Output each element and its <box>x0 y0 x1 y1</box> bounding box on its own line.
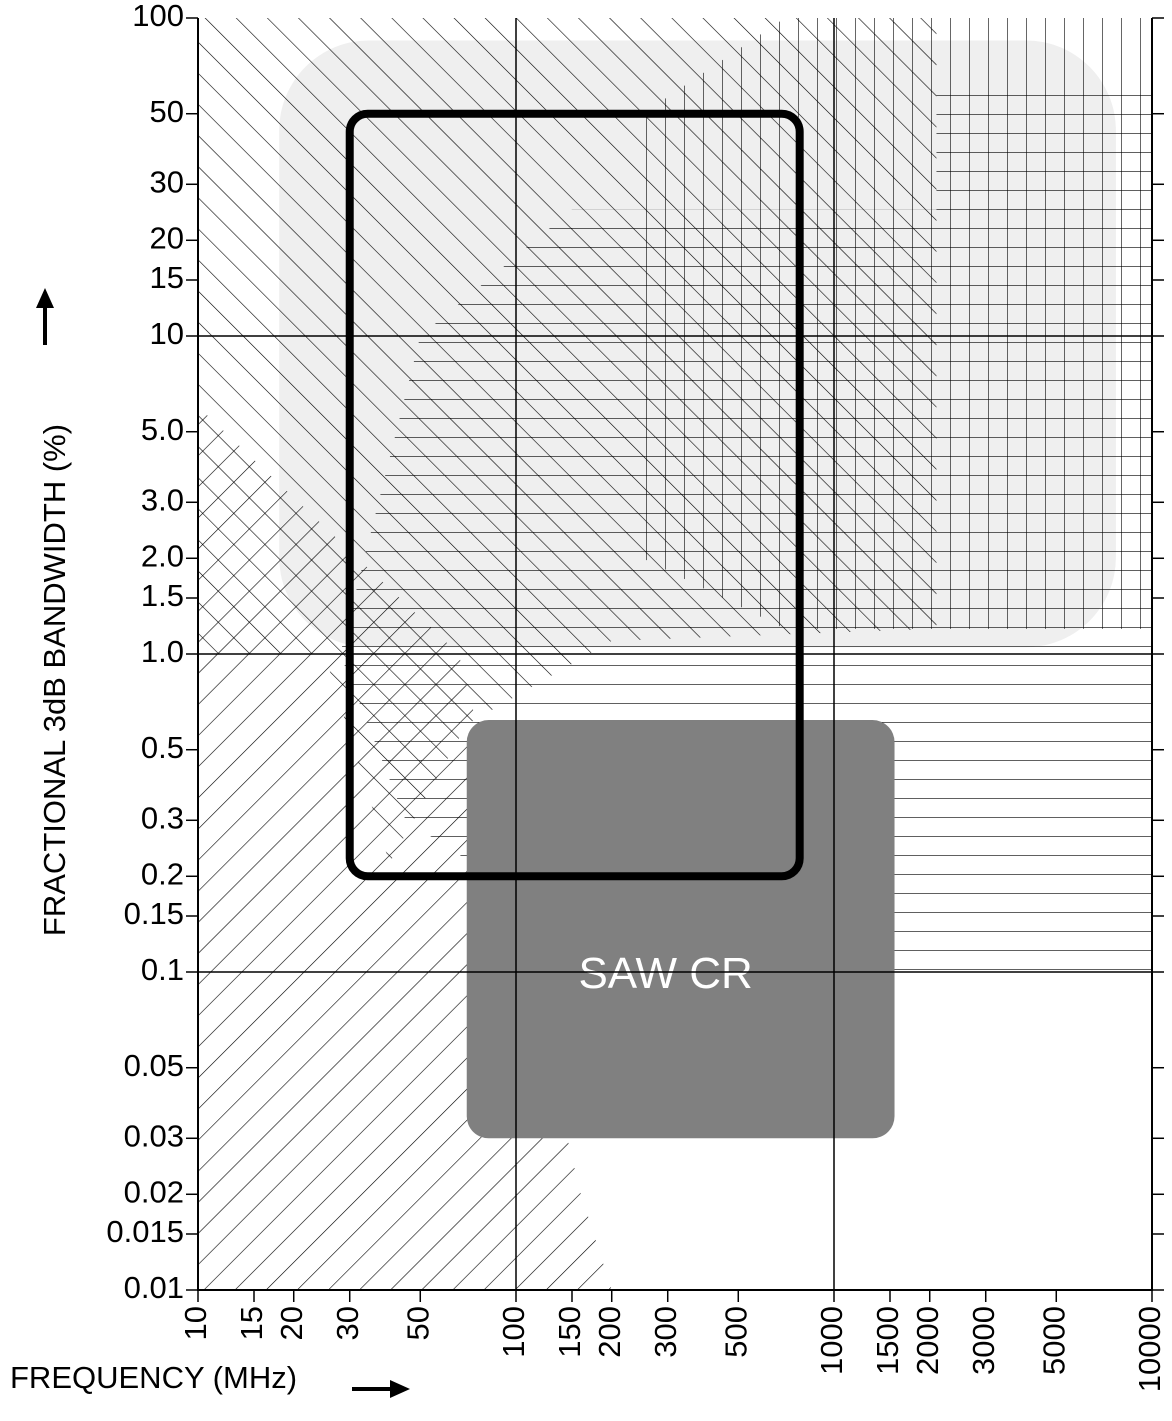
y-arrow <box>36 288 54 345</box>
x-tick-label: 100 <box>496 1306 531 1358</box>
y-axis-label: FRACTIONAL 3dB BANDWIDTH (%) <box>37 424 72 936</box>
y-tick-label: 30 <box>150 164 184 199</box>
y-tick-label: 10 <box>150 316 184 351</box>
y-tick-label: 5.0 <box>141 412 184 447</box>
y-tick-label: 0.03 <box>124 1118 184 1153</box>
y-tick-label: 0.02 <box>124 1174 184 1209</box>
y-tick-label: 50 <box>150 94 184 129</box>
x-arrow <box>352 1380 410 1398</box>
x-tick-label: 50 <box>400 1306 435 1340</box>
x-tick-label: 300 <box>648 1306 683 1358</box>
x-tick-label: 10 <box>178 1306 213 1340</box>
y-tick-label: 2.0 <box>141 538 184 573</box>
x-tick-label: 500 <box>718 1306 753 1358</box>
x-tick-label: 1500 <box>870 1306 905 1375</box>
y-tick-label: 0.05 <box>124 1048 184 1083</box>
y-tick-label: 3.0 <box>141 482 184 517</box>
x-tick-label: 150 <box>552 1306 587 1358</box>
x-axis-label: FREQUENCY (MHz) <box>10 1360 297 1395</box>
x-tick-label: 15 <box>234 1306 269 1340</box>
y-tick-label: 0.2 <box>141 856 184 891</box>
y-tick-label: 15 <box>150 260 184 295</box>
y-tick-label: 0.5 <box>141 730 184 765</box>
y-tick-label: 1.0 <box>141 634 184 669</box>
x-tick-label: 1000 <box>814 1306 849 1375</box>
hatch-region <box>642 18 1152 629</box>
x-tick-label: 30 <box>330 1306 365 1340</box>
y-tick-label: 0.01 <box>124 1270 184 1305</box>
y-tick-label: 0.015 <box>106 1214 184 1249</box>
y-tick-label: 0.1 <box>141 952 184 987</box>
outline-region <box>345 109 804 881</box>
saw-cr-label: SAW CR <box>578 949 752 998</box>
x-tick-label: 2000 <box>910 1306 945 1375</box>
x-tick-label: 5000 <box>1036 1306 1071 1375</box>
x-tick-label: 3000 <box>966 1306 1001 1375</box>
plot-area: SAW CR <box>197 18 1153 1291</box>
y-tick-label: 0.3 <box>141 800 184 835</box>
y-tick-label: 0.15 <box>124 896 184 931</box>
x-tick-label: 20 <box>274 1306 309 1340</box>
x-tick-label: 200 <box>592 1306 627 1358</box>
y-tick-label: 100 <box>132 0 184 33</box>
y-tick-label: 20 <box>150 220 184 255</box>
x-tick-label: 10000 <box>1132 1306 1167 1392</box>
saw-cr-region <box>466 720 895 1139</box>
y-tick-label: 1.5 <box>141 578 184 613</box>
